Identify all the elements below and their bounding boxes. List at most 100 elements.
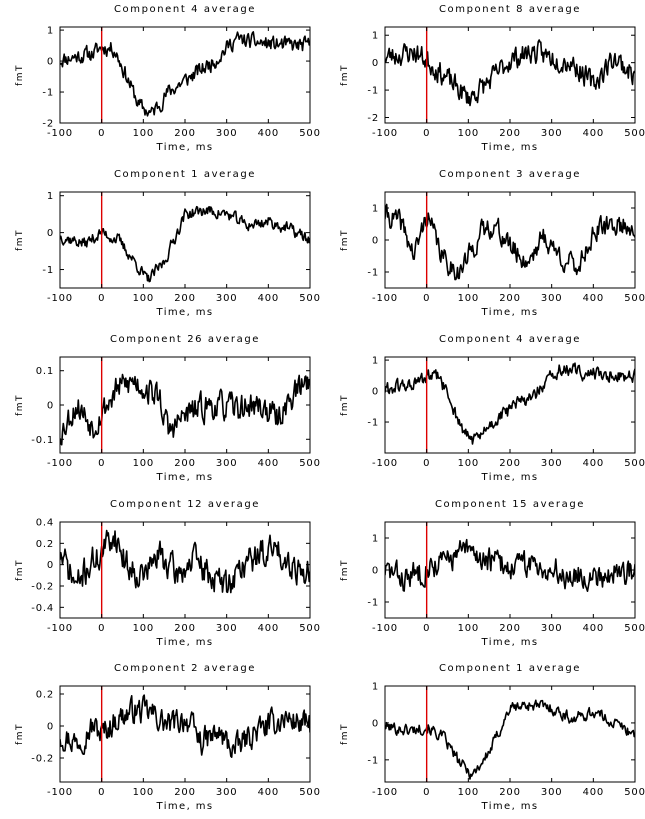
chart-panel-5: Component 26 average -100 0 100 200 300 400 500… — [15, 334, 321, 483]
x-tick-label: 200 — [174, 787, 196, 798]
chart-title: Component 4 average — [114, 4, 256, 15]
x-axis-label: Time, ms — [481, 472, 539, 483]
x-tick-label: 0 — [98, 293, 105, 304]
x-tick-label: 200 — [174, 623, 196, 634]
chart-panel-8: Component 15 average -100 0 100 200 300 400 500… — [340, 499, 645, 648]
x-tick-label: 300 — [541, 787, 563, 798]
x-tick-label: 200 — [174, 293, 196, 304]
x-tick-label: 200 — [499, 458, 521, 469]
y-tick-label: 1 — [372, 204, 379, 215]
y-tick-label: -0.2 — [31, 582, 54, 593]
plot-frame — [384, 521, 636, 619]
x-tick-label: 500 — [624, 293, 645, 304]
x-tick-label: 500 — [624, 458, 645, 469]
x-tick-label: -100 — [372, 787, 398, 798]
x-tick-label: -100 — [47, 293, 73, 304]
y-tick-label: 1 — [372, 682, 379, 693]
y-tick-label: -0.2 — [31, 754, 54, 765]
y-tick-label: -2 — [367, 113, 379, 124]
x-tick-label: 300 — [216, 787, 238, 798]
x-tick-label: 400 — [258, 128, 280, 139]
chart-panel-10: Component 1 average -100 0 100 200 300 400 500 1… — [340, 663, 645, 812]
x-tick-label: 300 — [541, 458, 563, 469]
x-tick-label: 500 — [624, 623, 645, 634]
x-tick-label: 0 — [98, 128, 105, 139]
x-tick-label: 200 — [499, 293, 521, 304]
x-tick-label: 500 — [299, 128, 321, 139]
y-tick-label: 0 — [372, 387, 379, 398]
x-axis-label: Time, ms — [481, 637, 539, 648]
y-tick-label: 0 — [47, 228, 54, 239]
y-axis-label: fmT — [340, 229, 350, 251]
x-tick-label: -100 — [47, 458, 73, 469]
x-tick-label: 500 — [299, 458, 321, 469]
signal-trace — [60, 373, 310, 446]
x-tick-label: 0 — [423, 623, 430, 634]
y-tick-label: -1 — [42, 265, 54, 276]
x-tick-label: -100 — [372, 293, 398, 304]
y-tick-label: 0 — [47, 560, 54, 571]
signal-trace — [385, 203, 635, 281]
y-axis-label: fmT — [340, 394, 350, 416]
y-axis-label: fmT — [340, 559, 350, 581]
x-tick-label: 500 — [299, 293, 321, 304]
x-tick-label: 0 — [423, 458, 430, 469]
y-tick-label: 0 — [372, 718, 379, 729]
y-axis-label: fmT — [15, 64, 25, 86]
y-tick-label: 0 — [372, 566, 379, 577]
x-tick-label: 300 — [216, 293, 238, 304]
x-tick-label: 100 — [458, 128, 480, 139]
chart-title: Component 1 average — [439, 663, 581, 674]
x-tick-label: 300 — [216, 458, 238, 469]
y-tick-label: 1 — [372, 31, 379, 42]
x-axis-label: Time, ms — [156, 307, 214, 318]
x-tick-label: 0 — [423, 128, 430, 139]
x-tick-label: 0 — [423, 293, 430, 304]
x-tick-label: 400 — [583, 128, 605, 139]
chart-title: Component 8 average — [439, 4, 581, 15]
y-tick-label: 0.1 — [36, 366, 54, 377]
x-tick-label: -100 — [372, 623, 398, 634]
x-tick-label: 400 — [583, 458, 605, 469]
x-tick-label: 400 — [258, 458, 280, 469]
x-tick-label: 100 — [133, 458, 155, 469]
y-tick-label: -1 — [367, 598, 379, 609]
x-tick-label: 0 — [98, 458, 105, 469]
x-tick-label: 300 — [216, 128, 238, 139]
x-axis-label: Time, ms — [156, 142, 214, 153]
x-tick-label: -100 — [47, 128, 73, 139]
x-tick-label: 500 — [299, 623, 321, 634]
x-axis-label: Time, ms — [156, 801, 214, 812]
x-tick-label: 100 — [458, 458, 480, 469]
y-tick-label: -1 — [367, 86, 379, 97]
x-tick-label: 300 — [541, 293, 563, 304]
y-tick-label: -2 — [42, 119, 54, 130]
x-tick-label: 400 — [258, 623, 280, 634]
y-axis-label: fmT — [15, 394, 25, 416]
x-tick-label: -100 — [47, 787, 73, 798]
signal-trace — [60, 205, 310, 283]
x-tick-label: 500 — [299, 787, 321, 798]
chart-panel-7: Component 12 average -100 0 100 200 300 400 500… — [15, 499, 321, 648]
chart-title: Component 2 average — [114, 663, 256, 674]
y-tick-label: 1 — [372, 356, 379, 367]
chart-title: Component 1 average — [114, 169, 256, 180]
x-tick-label: 200 — [499, 787, 521, 798]
x-tick-label: 0 — [423, 787, 430, 798]
chart-title: Component 12 average — [110, 499, 260, 510]
x-tick-label: 0 — [98, 623, 105, 634]
chart-title: Component 26 average — [110, 334, 260, 345]
x-tick-label: 300 — [216, 623, 238, 634]
y-tick-label: -1 — [367, 268, 379, 279]
x-tick-label: 400 — [583, 787, 605, 798]
x-tick-label: 300 — [541, 623, 563, 634]
x-tick-label: 200 — [499, 623, 521, 634]
x-tick-label: -100 — [372, 458, 398, 469]
chart-panel-4: Component 3 average -100 0 100 200 300 400 500 1… — [340, 169, 645, 318]
chart-panel-6: Component 4 average -100 0 100 200 300 400 500 1… — [340, 334, 645, 483]
x-tick-label: 500 — [624, 128, 645, 139]
y-tick-label: 0 — [47, 722, 54, 733]
chart-title: Component 15 average — [435, 499, 585, 510]
y-tick-label: 1 — [47, 191, 54, 202]
x-tick-label: 200 — [499, 128, 521, 139]
